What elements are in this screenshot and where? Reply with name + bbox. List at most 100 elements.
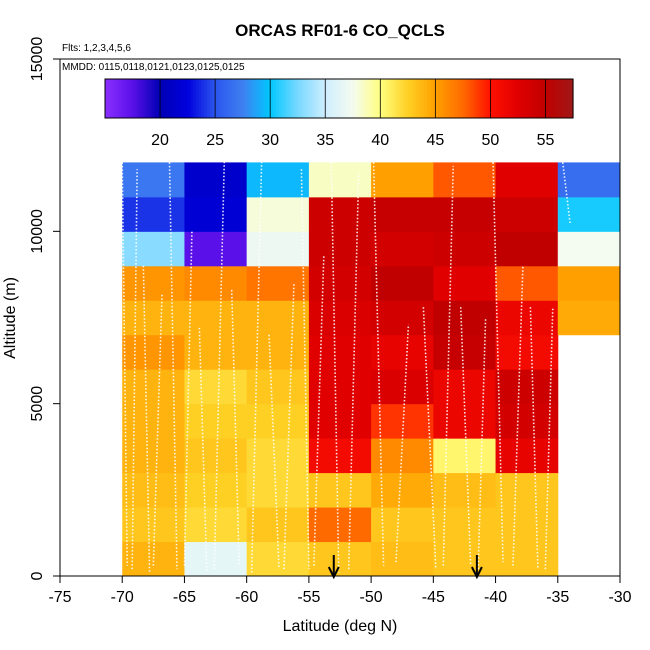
- heatmap-cell: [371, 196, 434, 232]
- latitude-markers: [327, 555, 483, 580]
- colorbar-segment: [330, 79, 335, 118]
- colorbar-segment: [432, 79, 436, 118]
- colorbar-segment: [369, 79, 373, 118]
- colorbar-segment: [550, 79, 555, 118]
- colorbar-segment: [468, 79, 472, 118]
- colorbar-segment: [487, 79, 492, 118]
- colorbar-segment: [292, 79, 296, 118]
- colorbar-segment: [267, 79, 271, 118]
- colorbar-segment: [305, 79, 310, 118]
- colorbar-segment: [149, 79, 153, 118]
- colorbar-segment: [245, 79, 249, 118]
- colorbar-segment: [394, 79, 398, 118]
- colorbar-segment: [454, 79, 458, 118]
- flight-profile: [300, 169, 310, 570]
- colorbar-segment: [451, 79, 456, 118]
- heatmap-cell: [122, 403, 185, 439]
- colorbar-segment: [545, 79, 549, 118]
- x-tick-label: -40: [484, 589, 507, 606]
- flight-profile: [268, 334, 280, 570]
- down-arrow-head: [470, 566, 483, 580]
- colorbar-segment: [176, 79, 180, 118]
- flight-profile: [168, 162, 178, 570]
- colorbar-tick-label: 25: [206, 132, 224, 149]
- colorbar-segment: [520, 79, 525, 118]
- colorbar-segment: [358, 79, 362, 118]
- heatmap-cell: [246, 231, 310, 267]
- colorbar-segment: [341, 79, 346, 118]
- colorbar-segment: [223, 79, 227, 118]
- colorbar-segment: [479, 79, 483, 118]
- colorbar-segment: [504, 79, 508, 118]
- colorbar-segment: [443, 79, 447, 118]
- colorbar-segment: [350, 79, 354, 118]
- heatmap-cell: [246, 369, 310, 405]
- flight-profile: [313, 255, 325, 566]
- colorbar-segment: [184, 79, 189, 118]
- colorbar-segment: [407, 79, 412, 118]
- heatmap-cell: [308, 403, 372, 439]
- heatmap-cell: [184, 196, 248, 232]
- colorbar-segment: [179, 79, 183, 118]
- colorbar-segment: [333, 79, 337, 118]
- colorbar-segment: [352, 79, 357, 118]
- colorbar-segment: [531, 79, 536, 118]
- colorbar-segment: [311, 79, 315, 118]
- colorbar-segment: [138, 79, 142, 118]
- flight-profile: [121, 162, 128, 566]
- colorbar-segment: [143, 79, 147, 118]
- y-tick-label: 10000: [29, 209, 46, 254]
- heatmap-cell: [184, 369, 248, 405]
- colorbar-segment: [440, 79, 445, 118]
- colorbar-segment: [413, 79, 417, 118]
- colorbar-segment: [374, 79, 379, 118]
- colorbar-segment: [168, 79, 172, 118]
- colorbar-segment: [490, 79, 494, 118]
- heatmap-cell: [308, 196, 372, 232]
- colorbar-segment: [173, 79, 178, 118]
- colorbar-segment: [539, 79, 544, 118]
- flight-profile: [372, 162, 385, 566]
- heatmap-cell: [246, 334, 310, 370]
- flight-profile: [492, 162, 504, 563]
- colorbar-segment: [410, 79, 414, 118]
- colorbar-segment: [553, 79, 558, 118]
- heatmap-cell: [308, 231, 372, 267]
- down-arrow-head: [327, 566, 340, 580]
- colorbar-segment: [363, 79, 368, 118]
- heatmap-cell: [308, 162, 372, 198]
- colorbar-segment: [195, 79, 200, 118]
- colorbar-segment: [570, 79, 574, 118]
- flight-profile: [347, 172, 360, 570]
- flight-profiles: [121, 162, 572, 573]
- heatmap-cell: [371, 231, 434, 267]
- colorbar-segment: [385, 79, 390, 118]
- heatmap-cell: [308, 507, 372, 543]
- colorbar-segment: [162, 79, 167, 118]
- colorbar-segment: [559, 79, 563, 118]
- colorbar-segment: [361, 79, 365, 118]
- heatmap-cell: [246, 162, 310, 198]
- x-axis: -75 -70 -65 -60 -55 -50 -45 -40 -35 -30: [48, 576, 632, 606]
- heatmap-cell: [495, 507, 559, 543]
- flight-profile: [442, 165, 455, 566]
- y-tick-label: 0: [29, 571, 46, 580]
- colorbar-segment: [157, 79, 161, 118]
- heatmap-cell: [246, 403, 310, 439]
- colorbar-segment: [446, 79, 450, 118]
- heatmap-cell: [308, 265, 372, 301]
- colorbar-segment: [325, 79, 329, 118]
- heatmap-cell: [557, 196, 620, 232]
- x-tick-label: -75: [48, 589, 71, 606]
- flight-profile: [198, 327, 208, 573]
- colorbar-segment: [517, 79, 522, 118]
- heatmap-cell: [495, 369, 559, 405]
- colorbar-segment: [215, 79, 219, 118]
- colorbar-segment: [377, 79, 381, 118]
- heatmap-cell: [495, 334, 559, 370]
- colorbar-segment: [135, 79, 139, 118]
- colorbar-segment: [506, 79, 511, 118]
- colorbar-segment: [160, 79, 164, 118]
- colorbar-segment: [270, 79, 274, 118]
